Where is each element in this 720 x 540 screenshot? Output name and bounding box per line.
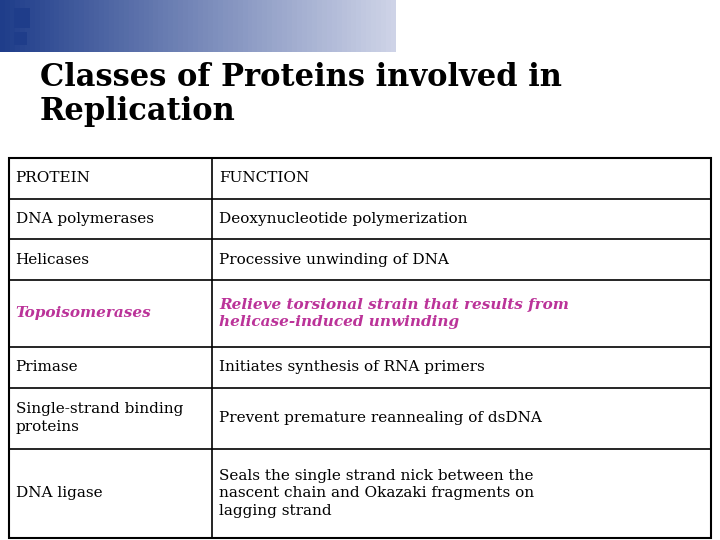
Text: Prevent premature reannealing of dsDNA: Prevent premature reannealing of dsDNA — [220, 411, 542, 425]
Bar — [60, 0, 64, 52]
Bar — [0, 0, 5, 52]
Bar — [109, 0, 114, 52]
Bar — [158, 0, 163, 52]
Bar — [129, 0, 134, 52]
Bar — [55, 0, 60, 52]
Bar — [153, 0, 158, 52]
Bar — [163, 0, 168, 52]
Text: PROTEIN: PROTEIN — [16, 171, 91, 185]
Bar — [168, 0, 174, 52]
Bar — [282, 0, 287, 52]
Bar — [148, 0, 153, 52]
Bar — [69, 0, 74, 52]
Text: Relieve torsional strain that results from
helicase-induced unwinding: Relieve torsional strain that results fr… — [220, 298, 570, 329]
Bar — [258, 0, 262, 52]
Bar — [253, 0, 258, 52]
Bar — [193, 0, 198, 52]
Bar — [233, 0, 238, 52]
Bar — [292, 0, 297, 52]
Bar — [381, 0, 386, 52]
Bar — [213, 0, 218, 52]
Bar — [84, 0, 89, 52]
Bar — [9, 158, 711, 538]
Bar — [391, 0, 396, 52]
Bar — [346, 0, 351, 52]
Bar — [372, 0, 377, 52]
Bar — [119, 0, 124, 52]
Bar — [386, 0, 391, 52]
Text: DNA ligase: DNA ligase — [16, 487, 102, 500]
Bar — [143, 0, 148, 52]
Text: DNA polymerases: DNA polymerases — [16, 212, 153, 226]
Bar — [20, 0, 24, 52]
Bar — [179, 0, 183, 52]
Bar — [361, 0, 366, 52]
Bar — [124, 0, 129, 52]
Text: Single-strand binding
proteins: Single-strand binding proteins — [16, 402, 183, 434]
Bar — [337, 0, 341, 52]
Bar — [99, 0, 104, 52]
Text: Seals the single strand nick between the
nascent chain and Okazaki fragments on
: Seals the single strand nick between the… — [220, 469, 534, 518]
Bar — [79, 0, 84, 52]
Bar — [272, 0, 277, 52]
Bar — [317, 0, 322, 52]
Bar — [45, 0, 50, 52]
Bar — [188, 0, 193, 52]
Bar — [35, 0, 40, 52]
Bar — [243, 0, 248, 52]
Bar — [139, 0, 143, 52]
Bar — [30, 0, 35, 52]
Bar — [322, 0, 327, 52]
Bar — [89, 0, 94, 52]
Text: Classes of Proteins involved in: Classes of Proteins involved in — [40, 62, 562, 93]
Bar — [222, 0, 228, 52]
Bar — [238, 0, 243, 52]
Bar — [94, 0, 99, 52]
Bar — [228, 0, 233, 52]
Bar — [341, 0, 346, 52]
Bar — [218, 0, 222, 52]
Text: Primase: Primase — [16, 360, 78, 374]
Bar — [332, 0, 337, 52]
Bar — [366, 0, 372, 52]
Text: Topoisomerases: Topoisomerases — [16, 307, 151, 320]
Text: Processive unwinding of DNA: Processive unwinding of DNA — [220, 253, 449, 267]
Bar — [64, 0, 69, 52]
Bar — [302, 0, 307, 52]
Bar — [297, 0, 302, 52]
Bar — [14, 32, 27, 45]
Bar — [312, 0, 317, 52]
Text: FUNCTION: FUNCTION — [220, 171, 310, 185]
Bar — [277, 0, 282, 52]
Bar — [248, 0, 253, 52]
Text: Replication: Replication — [40, 96, 236, 127]
Bar — [208, 0, 213, 52]
Bar — [104, 0, 109, 52]
Bar — [267, 0, 272, 52]
Bar — [40, 0, 45, 52]
Text: Deoxynucleotide polymerization: Deoxynucleotide polymerization — [220, 212, 468, 226]
Bar — [15, 0, 20, 52]
Bar — [198, 0, 203, 52]
Bar — [24, 0, 30, 52]
Bar — [74, 0, 79, 52]
Bar — [262, 0, 267, 52]
Bar — [174, 0, 179, 52]
Bar — [14, 8, 30, 28]
Bar — [327, 0, 332, 52]
Bar — [287, 0, 292, 52]
Bar — [307, 0, 312, 52]
Bar — [10, 0, 15, 52]
Bar — [5, 0, 10, 52]
Text: Initiates synthesis of RNA primers: Initiates synthesis of RNA primers — [220, 360, 485, 374]
Bar — [351, 0, 356, 52]
Bar — [50, 0, 55, 52]
Text: Helicases: Helicases — [16, 253, 89, 267]
Bar — [183, 0, 188, 52]
Bar — [203, 0, 208, 52]
Bar — [356, 0, 361, 52]
Bar — [377, 0, 381, 52]
Bar — [134, 0, 139, 52]
Bar — [114, 0, 119, 52]
